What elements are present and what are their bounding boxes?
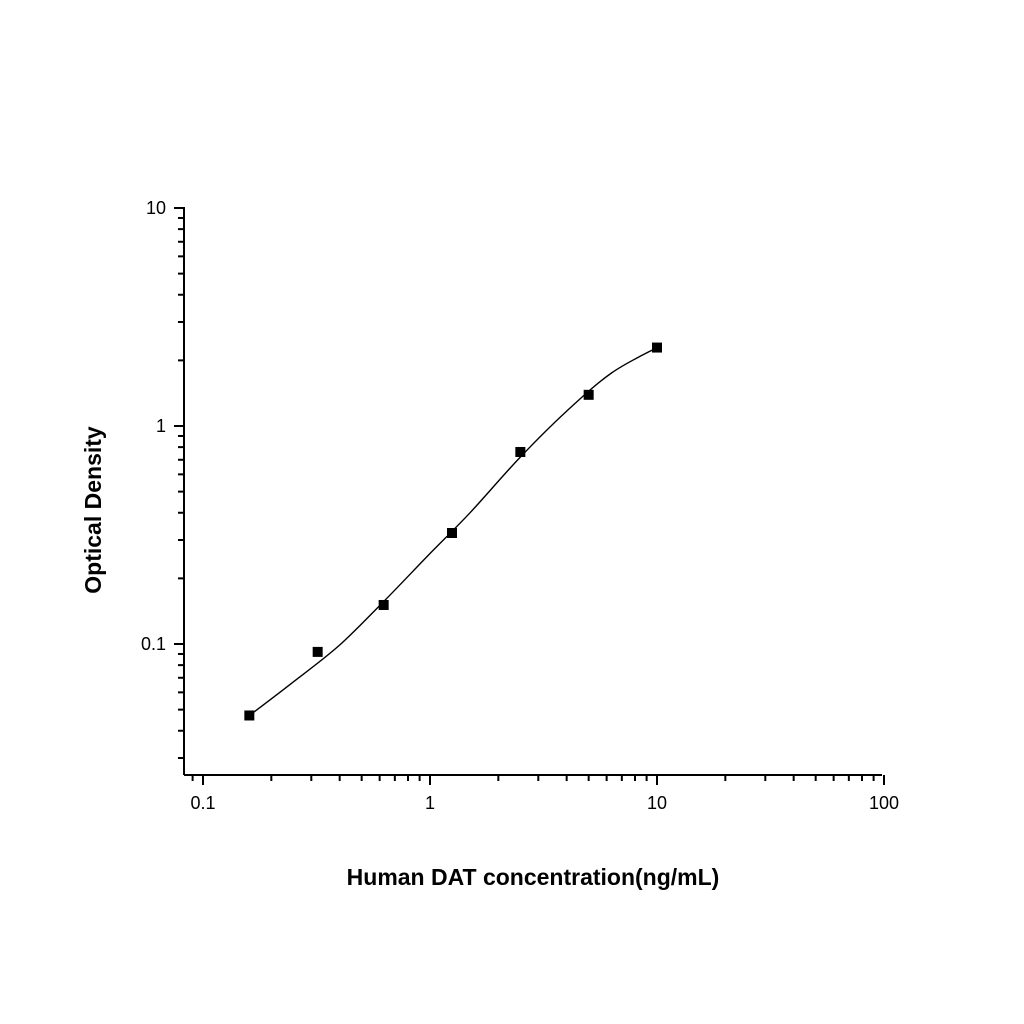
data-point (312, 646, 323, 657)
data-point (652, 342, 662, 353)
x-tick-label: 0.1 (190, 793, 215, 813)
tick-labels: 0.1 1 10 100 0.1 1 10 (141, 198, 899, 813)
data-point (244, 710, 255, 721)
y-tick-label: 10 (146, 198, 166, 218)
x-tick-label: 10 (647, 793, 667, 813)
data-point (583, 389, 594, 400)
x-tick-label: 1 (425, 793, 435, 813)
data-point (515, 446, 526, 457)
data-point (446, 527, 457, 538)
data-point (378, 599, 389, 610)
data-points (244, 342, 662, 721)
ticks (174, 207, 885, 785)
y-tick-label: 1 (156, 416, 166, 436)
y-axis-title: Optical Density (80, 426, 106, 594)
y-tick-label: 0.1 (141, 634, 166, 654)
x-axis-title: Human DAT concentration(ng/mL) (347, 864, 720, 890)
x-tick-label: 100 (869, 793, 899, 813)
